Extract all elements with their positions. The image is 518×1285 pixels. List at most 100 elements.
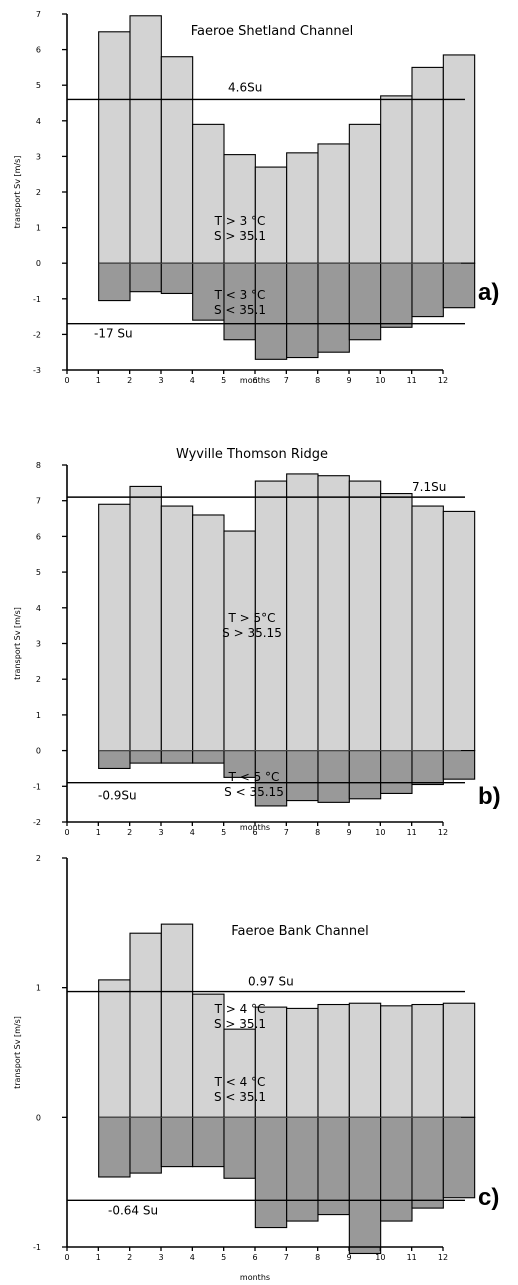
x-tick-label: 5 bbox=[221, 376, 226, 385]
y-tick-label: 5 bbox=[36, 81, 41, 90]
bar-lower-month-1 bbox=[98, 1116, 131, 1178]
x-tick-label: 3 bbox=[158, 828, 163, 837]
bar-lower-month-1 bbox=[98, 262, 131, 302]
y-tick-label: 1 bbox=[36, 224, 41, 233]
bar-lower-month-10 bbox=[380, 262, 413, 328]
bar-upper-month-10 bbox=[380, 1005, 413, 1118]
x-tick-label: 8 bbox=[315, 376, 320, 385]
cold-water-annotation: T < 3 °C bbox=[214, 288, 266, 302]
bar-upper-month-4 bbox=[192, 123, 225, 264]
bar-upper-month-11 bbox=[411, 66, 444, 264]
bar-upper-month-6 bbox=[254, 480, 288, 752]
bar-lower-month-8 bbox=[317, 750, 350, 803]
bar-lower-month-11 bbox=[411, 750, 444, 786]
y-tick-label: 4 bbox=[36, 604, 41, 613]
bar-upper-month-10 bbox=[380, 493, 413, 752]
bar-upper-month-12 bbox=[442, 54, 476, 264]
bar-lower-month-11 bbox=[411, 262, 444, 318]
cold-water-annotation: S < 35.1 bbox=[214, 1090, 266, 1104]
warm-water-annotation: T > 5°C bbox=[227, 611, 275, 625]
y-tick-label: 5 bbox=[36, 568, 41, 577]
x-tick-label: 8 bbox=[315, 828, 320, 837]
y-tick-label: -3 bbox=[33, 366, 41, 375]
bar-upper-month-7 bbox=[286, 473, 319, 752]
bar-upper-month-9 bbox=[348, 123, 382, 264]
mean-upper-label: 4.6Su bbox=[228, 80, 262, 94]
chart-title: Wyville Thomson Ridge bbox=[176, 447, 328, 462]
bar-upper-month-10 bbox=[380, 95, 413, 264]
y-axis-label: transport Sv [m/s] bbox=[13, 1016, 22, 1089]
x-tick-label: 9 bbox=[346, 376, 351, 385]
bar-lower-month-12 bbox=[442, 1116, 476, 1199]
bar-lower-month-7 bbox=[286, 1116, 319, 1222]
bar-lower-month-4 bbox=[192, 750, 225, 764]
bar-lower-month-8 bbox=[317, 1116, 350, 1216]
bar-upper-month-12 bbox=[442, 1002, 476, 1118]
panel-label: b) bbox=[478, 783, 501, 810]
x-tick-label: 9 bbox=[346, 1253, 351, 1262]
warm-water-annotation: S > 35.1 bbox=[214, 1017, 266, 1031]
bar-upper-month-4 bbox=[192, 993, 225, 1118]
x-tick-label: 6 bbox=[252, 1253, 257, 1262]
x-axis-label: months bbox=[240, 1273, 270, 1282]
bar-upper-month-3 bbox=[160, 505, 194, 752]
x-tick-label: 7 bbox=[284, 1253, 289, 1262]
bar-lower-month-2 bbox=[129, 262, 162, 293]
bar-upper-month-1 bbox=[98, 979, 131, 1118]
y-tick-label: 1 bbox=[36, 984, 41, 993]
x-tick-label: 11 bbox=[407, 376, 417, 385]
x-tick-label: 6 bbox=[252, 376, 257, 385]
x-tick-label: 2 bbox=[127, 376, 132, 385]
y-tick-label: -1 bbox=[33, 782, 41, 791]
y-tick-label: 7 bbox=[36, 10, 41, 19]
y-tick-label: -1 bbox=[33, 1243, 41, 1252]
x-tick-label: 4 bbox=[190, 376, 195, 385]
bar-lower-month-7 bbox=[286, 262, 319, 359]
bar-lower-month-3 bbox=[160, 1116, 194, 1168]
bar-upper-month-5 bbox=[223, 154, 256, 264]
y-tick-label: 3 bbox=[36, 640, 41, 649]
x-tick-label: 1 bbox=[96, 828, 101, 837]
warm-water-annotation: T > 3 °C bbox=[214, 214, 266, 228]
bar-upper-month-11 bbox=[411, 505, 444, 752]
bar-upper-month-4 bbox=[192, 514, 225, 752]
x-tick-label: 11 bbox=[407, 828, 417, 837]
x-tick-label: 2 bbox=[127, 828, 132, 837]
bar-lower-month-2 bbox=[129, 1116, 162, 1174]
warm-water-annotation: T > 4 °C bbox=[214, 1002, 266, 1016]
x-tick-label: 2 bbox=[127, 1253, 132, 1262]
x-axis-label: months bbox=[240, 823, 270, 832]
bar-upper-month-2 bbox=[129, 485, 162, 752]
x-tick-label: 5 bbox=[221, 828, 226, 837]
bar-lower-month-11 bbox=[411, 1116, 444, 1209]
bar-upper-month-8 bbox=[317, 1003, 350, 1118]
bar-upper-month-5 bbox=[223, 530, 256, 752]
bar-lower-month-8 bbox=[317, 262, 350, 353]
x-tick-label: 7 bbox=[284, 376, 289, 385]
x-tick-label: 10 bbox=[375, 1253, 385, 1262]
chart-title: Faeroe Bank Channel bbox=[231, 924, 369, 939]
bar-upper-month-7 bbox=[286, 152, 319, 264]
y-tick-label: 4 bbox=[36, 117, 41, 126]
bar-upper-month-2 bbox=[129, 15, 162, 264]
x-tick-label: 12 bbox=[438, 1253, 448, 1262]
bar-upper-month-3 bbox=[160, 923, 194, 1118]
bar-lower-month-6 bbox=[254, 262, 288, 360]
bar-upper-month-11 bbox=[411, 1003, 444, 1118]
x-tick-label: 1 bbox=[96, 1253, 101, 1262]
x-tick-label: 10 bbox=[375, 376, 385, 385]
bar-upper-month-2 bbox=[129, 932, 162, 1118]
bar-upper-month-9 bbox=[348, 480, 382, 752]
y-tick-label: 8 bbox=[36, 461, 41, 470]
bar-upper-month-6 bbox=[254, 1006, 288, 1118]
bar-upper-month-1 bbox=[98, 503, 131, 752]
x-tick-label: 9 bbox=[346, 828, 351, 837]
panel-label: c) bbox=[478, 1184, 499, 1211]
cold-water-annotation: T < 4 °C bbox=[214, 1075, 266, 1089]
bar-lower-month-5 bbox=[223, 750, 256, 778]
bar-lower-month-4 bbox=[192, 1116, 225, 1168]
bar-lower-month-7 bbox=[286, 750, 319, 802]
y-tick-label: 2 bbox=[36, 675, 41, 684]
cold-water-annotation: S < 35.1 bbox=[214, 303, 266, 317]
